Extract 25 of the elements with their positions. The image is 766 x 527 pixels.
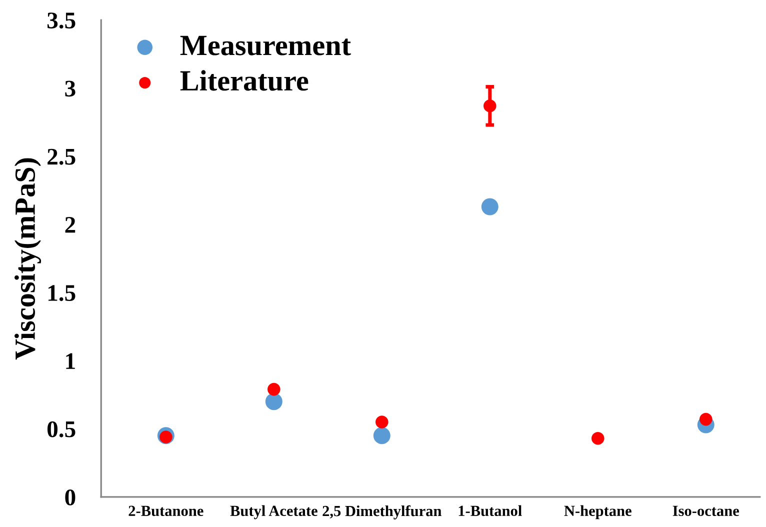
y-tick-label: 1.5 [48, 285, 76, 302]
point [481, 198, 498, 216]
y-tick-label: 3 [65, 80, 76, 97]
x-tick-label: 2-Butanone [128, 506, 204, 516]
point [699, 412, 712, 426]
y-tick-label: 1 [66, 353, 75, 369]
x-tick-label: Butyl Acetate [230, 505, 318, 520]
y-tick-label: 0 [65, 489, 76, 506]
x-tick-label: 1-Butanol [458, 505, 522, 516]
legend-label: Literature [180, 70, 308, 91]
x-tick-label: Iso-octane [672, 506, 739, 516]
point [591, 432, 604, 445]
y-tick-label: 2.5 [48, 148, 76, 165]
y-axis-title: Viscosity(mPaS) [14, 158, 42, 360]
point [268, 382, 280, 396]
point [483, 99, 496, 112]
point [265, 393, 282, 410]
x-tick-label: 2,5 Dimethylfuran [322, 505, 442, 520]
y-tick-label: 0.5 [48, 421, 76, 438]
y-tick-label: 2 [65, 216, 76, 233]
y-tick-label: 3.5 [47, 12, 76, 29]
point [373, 427, 390, 444]
point [375, 416, 388, 428]
legend-label: Measurement [180, 36, 351, 56]
x-tick-label: N-heptane [564, 505, 632, 520]
